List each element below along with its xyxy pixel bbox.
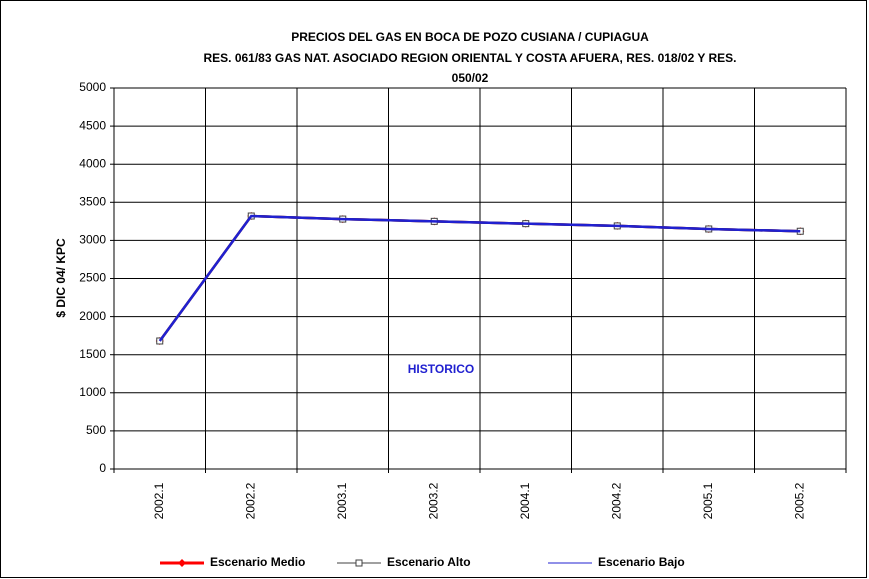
point xyxy=(178,559,186,567)
y-axis-label: $ DIC 04/ KPC xyxy=(54,238,68,318)
x-tick-label: 2005.1 xyxy=(701,482,715,519)
x-tick-label: 2003.1 xyxy=(335,482,349,519)
chart-title: PRECIOS DEL GAS EN BOCA DE POZO CUSIANA … xyxy=(291,30,649,44)
point xyxy=(355,559,363,567)
y-tick-label: 1000 xyxy=(79,385,106,399)
y-tick-label: 0 xyxy=(99,461,106,475)
legend-item: Escenario Medio xyxy=(160,555,305,569)
x-tick-label: 2005.2 xyxy=(792,482,806,519)
y-tick-label: 3500 xyxy=(79,194,106,208)
legend-label: Escenario Alto xyxy=(387,555,471,569)
legend-item: Escenario Alto xyxy=(337,555,471,569)
series-line xyxy=(158,214,801,342)
legend-label: Escenario Medio xyxy=(210,555,305,569)
y-tick-label: 2500 xyxy=(79,271,106,285)
y-tick-label: 1500 xyxy=(79,347,106,361)
y-tick-label: 2000 xyxy=(79,309,106,323)
y-tick-label: 4000 xyxy=(79,156,106,170)
y-tick-label: 4500 xyxy=(79,118,106,132)
x-tick-label: 2003.2 xyxy=(426,482,440,519)
y-tick-label: 3000 xyxy=(79,233,106,247)
x-tick-label: 2004.1 xyxy=(518,482,532,519)
legend-item: Escenario Bajo xyxy=(548,555,685,569)
annotation: HISTORICO xyxy=(408,362,474,376)
chart-title: 050/02 xyxy=(452,71,489,85)
legend-label: Escenario Bajo xyxy=(598,555,685,569)
chart-title: RES. 061/83 GAS NAT. ASOCIADO REGION ORI… xyxy=(203,51,736,65)
x-tick-label: 2002.2 xyxy=(243,482,257,519)
y-tick-label: 5000 xyxy=(79,80,106,94)
y-tick-label: 500 xyxy=(86,423,106,437)
x-tick-label: 2002.1 xyxy=(152,482,166,519)
x-tick-label: 2004.2 xyxy=(609,482,623,519)
